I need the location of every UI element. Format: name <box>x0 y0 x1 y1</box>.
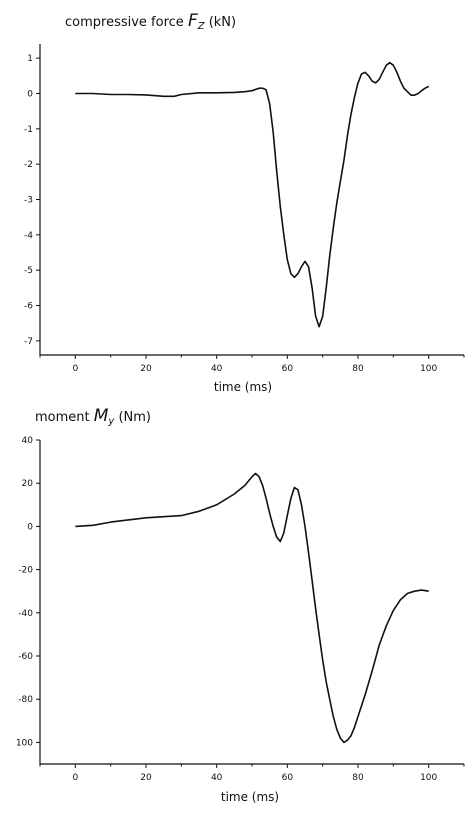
y-tick-label: -4 <box>24 231 33 241</box>
x-tick-label: 100 <box>420 773 437 783</box>
chart-title-subscript: y <box>107 416 115 427</box>
x-tick-label: 60 <box>282 364 294 374</box>
y-tick-label: -80 <box>18 695 33 705</box>
y-tick-label: -40 <box>18 609 33 619</box>
plot-area-force: 0 20 40 60 80 100 1 0 -1 -2 -3 -4 -5 -6 -7 <box>24 44 465 374</box>
y-tick-label: 40 <box>22 436 34 446</box>
y-tick-label: -20 <box>18 566 33 576</box>
x-axis-title-moment: time (ms) <box>221 790 279 804</box>
chart-title-variable: F <box>188 11 198 31</box>
y-tick-label: -5 <box>24 266 33 276</box>
chart-title-variable: M <box>94 406 109 426</box>
chart-title-text: compressive force <box>65 15 188 30</box>
plot-area-moment: 0 20 40 60 80 100 40 20 0 -20 -40 -60 -80 100 <box>16 436 465 783</box>
y-tick-label: 0 <box>27 522 33 532</box>
series-line-moment <box>75 472 429 744</box>
x-tick-label: 40 <box>211 773 223 783</box>
chart-title-units: (kN) <box>205 15 237 30</box>
series-line-force <box>75 61 430 328</box>
y-tick-label: -3 <box>24 196 33 206</box>
x-tick-label: 20 <box>140 364 152 374</box>
x-tick-label: 20 <box>140 773 152 783</box>
chart-compressive-force: compressive force FZ (kN) 0 20 40 60 80 10010… <box>24 11 465 394</box>
chart-moment: moment My (Nm) 0 20 40 60 80 100 40 20 0 -20 -40 -6… <box>16 406 465 804</box>
x-tick-label: 60 <box>282 773 294 783</box>
y-tick-label: 0 <box>27 89 33 99</box>
x-tick-label: 80 <box>352 773 364 783</box>
x-tick-label: 40 <box>211 364 223 374</box>
y-tick-label: -2 <box>24 160 33 170</box>
y-tick-label: -7 <box>24 337 33 347</box>
x-tick-label: 100 <box>420 364 437 374</box>
chart-title-moment: moment My (Nm) <box>35 406 151 427</box>
y-tick-label: -1 <box>24 125 33 135</box>
chart-title-subscript: Z <box>197 21 206 32</box>
y-tick-label: 100 <box>16 738 33 748</box>
y-tick-label: 1 <box>27 54 33 64</box>
chart-title-force: compressive force FZ (kN) <box>65 11 236 32</box>
y-tick-label: 20 <box>22 479 34 489</box>
x-tick-label: 0 <box>72 364 78 374</box>
x-tick-label: 80 <box>352 364 364 374</box>
x-tick-label: 0 <box>72 773 78 783</box>
y-tick-label: -6 <box>24 302 33 312</box>
chart-title-units: (Nm) <box>114 410 151 425</box>
y-tick-label: -60 <box>18 652 33 662</box>
x-axis-title-force: time (ms) <box>214 380 272 394</box>
chart-title-text: moment <box>35 410 94 425</box>
